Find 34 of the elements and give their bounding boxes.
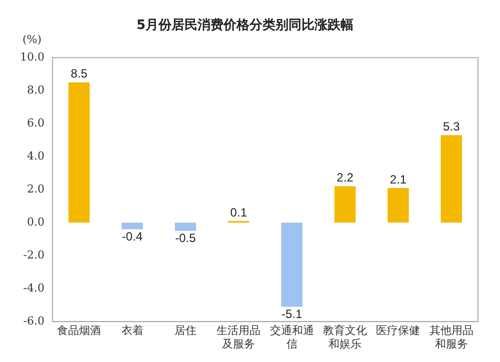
bar [122,222,143,230]
y-tick-label: 4.0 [26,149,44,162]
data-label: 0.1 [230,205,248,220]
y-tick-label: 0.0 [26,215,44,228]
x-tick-label: 居住 [174,324,196,338]
data-label: -5.1 [281,307,302,322]
x-tick-label: 衣着 [121,324,144,338]
y-tick-label: 10.0 [20,50,44,64]
x-tick-label: 交通和通信 [270,324,314,350]
bar [334,186,356,223]
x-tick-label: 教育文化和娱乐 [323,324,368,350]
bar [68,82,90,223]
data-label: 8.5 [70,66,88,81]
y-tick-label: 2.0 [26,182,44,196]
x-tick-label: 其他用品和服务 [429,324,474,350]
x-tick-label: 食品烟酒 [57,324,102,338]
chart-title: 5月份居民消费价格分类别同比涨跌幅 [136,18,354,34]
y-tick-label: 8.0 [26,83,44,96]
y-axis-title: (%) [22,32,42,46]
x-tick-label: 生活用品及服务 [216,324,261,350]
bar [388,188,409,223]
data-label: 2.1 [390,172,407,186]
data-label: 2.2 [336,170,354,185]
data-label: 5.3 [443,119,460,134]
y-tick-label: 6.0 [26,116,44,130]
y-tick-label: -4.0 [23,281,44,294]
bar [281,222,302,307]
data-label: -0.4 [122,230,143,244]
y-tick-label: -2.0 [23,248,44,262]
bar [174,222,196,231]
data-label: -0.5 [175,231,196,246]
bar [440,135,462,223]
x-tick-label: 医疗保健 [376,324,420,338]
y-tick-label: -6.0 [23,314,44,328]
